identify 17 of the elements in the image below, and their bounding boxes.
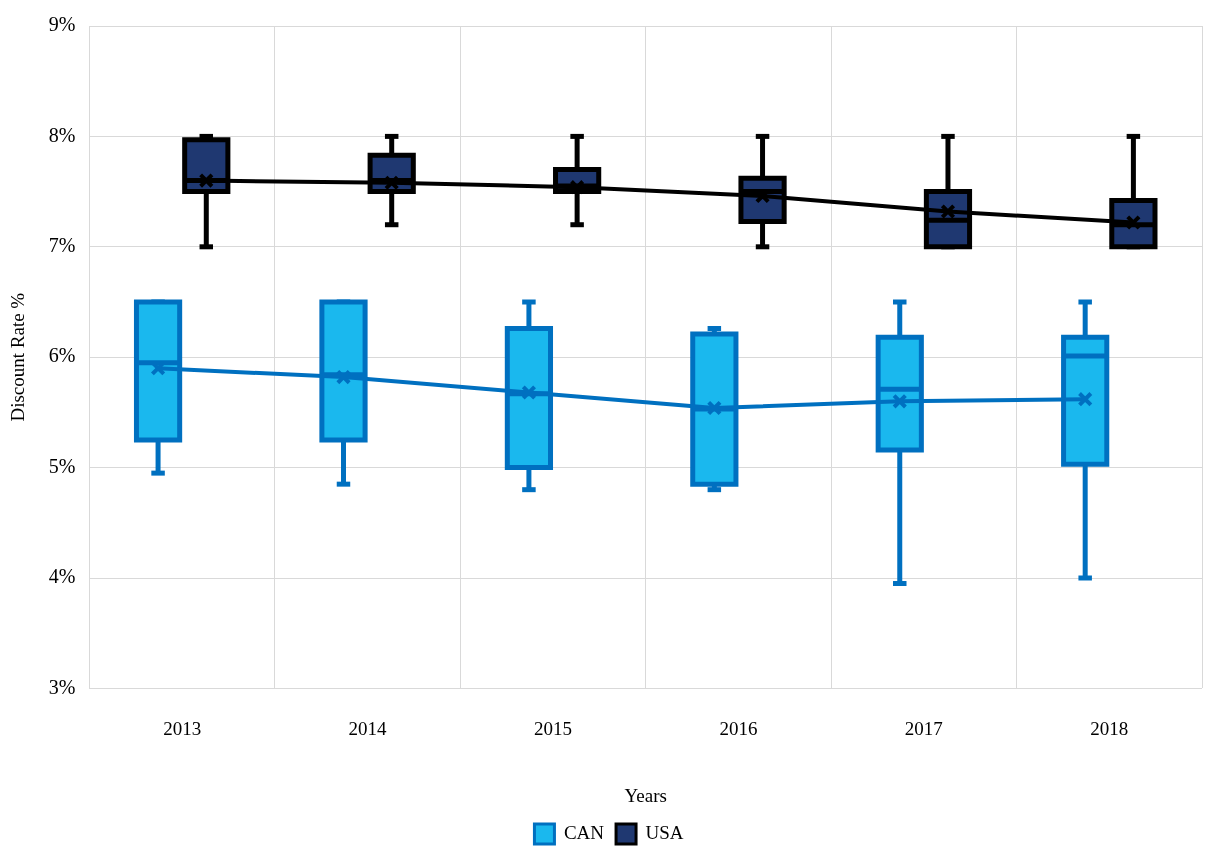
y-tick-label: 8% xyxy=(48,123,76,146)
x-tick-label: 2014 xyxy=(348,717,388,739)
legend-label: CAN xyxy=(563,821,605,843)
y-tick-label: 4% xyxy=(48,565,76,588)
x-tick-label: 2017 xyxy=(904,717,943,739)
x-tick-label: 2018 xyxy=(1090,717,1129,739)
y-tick-label: 5% xyxy=(48,454,76,477)
x-tick-label: 2013 xyxy=(163,717,202,739)
y-tick-label: 9% xyxy=(48,13,76,36)
x-axis-title: Years xyxy=(624,784,667,806)
y-axis-title: Discount Rate % xyxy=(7,292,29,422)
x-tick-label: 2015 xyxy=(534,717,573,739)
y-tick-label: 7% xyxy=(48,234,76,257)
x-tick-label: 2016 xyxy=(719,717,758,739)
legend-label: USA xyxy=(645,821,684,843)
y-tick-label: 3% xyxy=(48,675,76,698)
y-tick-label: 6% xyxy=(48,344,76,367)
